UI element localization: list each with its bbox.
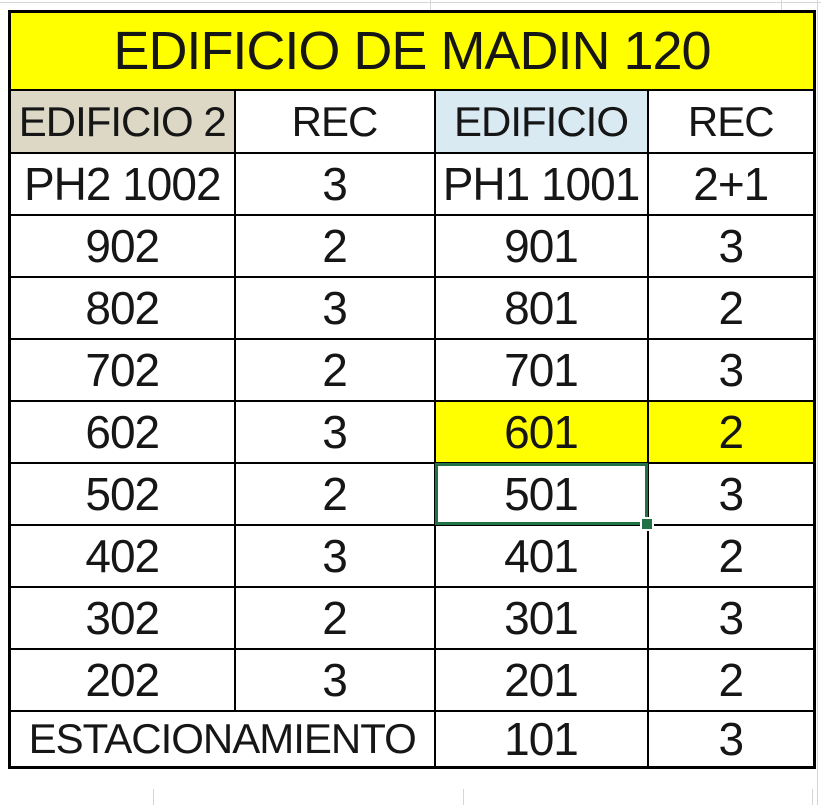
cell-unit[interactable]: PH1 1001 [433,152,649,216]
cell-rec[interactable]: 3 [646,710,816,769]
cell-rec[interactable]: 2 [233,214,436,278]
cell-unit[interactable]: 301 [433,586,649,650]
cell-unit[interactable]: 401 [433,524,649,588]
header-row: EDIFICIO 2 REC EDIFICIO REC [8,89,816,154]
gridline [463,789,464,805]
cell-unit[interactable]: 902 [8,214,236,278]
building-table: EDIFICIO DE MADIN 120 EDIFICIO 2 REC EDI… [8,10,816,769]
cell-unit[interactable]: 801 [433,276,649,340]
cell-value: 501 [504,468,579,520]
table-row: 802 3 801 2 [8,276,816,340]
cell-rec[interactable]: 3 [233,524,436,588]
title-cell[interactable]: EDIFICIO DE MADIN 120 [8,10,816,91]
cell-rec[interactable]: 2 [233,586,436,650]
cell-rec[interactable]: 2 [233,338,436,402]
cell-rec[interactable]: 3 [646,338,816,402]
cell-rec[interactable]: 2 [233,462,436,526]
cell-unit[interactable]: 402 [8,524,236,588]
cell-rec-highlighted[interactable]: 2 [646,400,816,464]
cell-rec[interactable]: 2+1 [646,152,816,216]
table-row: ESTACIONAMIENTO 101 3 [8,710,816,769]
cell-unit[interactable]: 701 [433,338,649,402]
table-row: 402 3 401 2 [8,524,816,588]
cell-rec[interactable]: 3 [233,276,436,340]
table-row: 702 2 701 3 [8,338,816,402]
table-row: PH2 1002 3 PH1 1001 2+1 [8,152,816,216]
cell-rec[interactable]: 3 [646,586,816,650]
gridline [430,0,431,10]
cell-501-selected[interactable]: 501 [433,462,654,531]
gridline [812,789,813,805]
cell-unit[interactable]: 201 [433,648,649,712]
cell-rec[interactable]: 3 [233,152,436,216]
table-row: 902 2 901 3 [8,214,816,278]
cell-unit[interactable]: 502 [8,462,236,526]
header-rec-left[interactable]: REC [233,89,436,154]
cell-rec[interactable]: 2 [646,524,816,588]
table-row: 202 3 201 2 [8,648,816,712]
gridline [153,789,154,805]
cell-unit[interactable]: 101 [433,710,649,769]
cell-unit[interactable]: 802 [8,276,236,340]
cell-rec[interactable]: 2 [646,648,816,712]
cell-unit[interactable]: 702 [8,338,236,402]
header-edificio[interactable]: EDIFICIO [433,89,649,154]
cell-unit[interactable]: PH2 1002 [8,152,236,216]
cell-unit[interactable]: 901 [433,214,649,278]
fill-handle[interactable] [639,517,654,531]
cell-601-highlighted[interactable]: 601 [433,400,649,464]
gridline [781,0,782,10]
cell-rec[interactable]: 3 [233,400,436,464]
cell-rec[interactable]: 2 [646,276,816,340]
gridline [0,2,821,3]
cell-estacionamiento[interactable]: ESTACIONAMIENTO [8,710,436,769]
header-edificio2[interactable]: EDIFICIO 2 [8,89,236,154]
gridline [817,0,818,805]
header-rec-right[interactable]: REC [646,89,816,154]
cell-rec[interactable]: 3 [646,214,816,278]
title-row: EDIFICIO DE MADIN 120 [8,10,816,91]
cell-unit[interactable]: 302 [8,586,236,650]
table-row: 302 2 301 3 [8,586,816,650]
cell-rec[interactable]: 3 [646,462,816,526]
cell-unit[interactable]: 202 [8,648,236,712]
table-row: 502 2 501 3 [8,462,816,531]
table-row: 602 3 601 2 [8,400,816,464]
cell-unit[interactable]: 602 [8,400,236,464]
cell-rec[interactable]: 3 [233,648,436,712]
